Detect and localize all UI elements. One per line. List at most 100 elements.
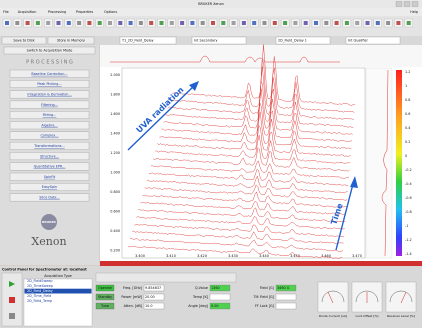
x-tick-label: 3.420 (197, 254, 207, 258)
uva-arrowhead (189, 81, 199, 91)
process-button[interactable] (9, 90, 90, 99)
x-tick-label: 3.440 (259, 254, 269, 258)
process-button[interactable] (9, 141, 90, 150)
max-button[interactable] (403, 1, 411, 7)
colorbar-label: -0.2 (405, 168, 412, 172)
field-box[interactable] (143, 284, 165, 292)
trace (127, 245, 343, 259)
switch-button[interactable] (3, 46, 96, 55)
colorbar-label: 1.2 (405, 70, 410, 74)
tool-glyph (169, 21, 174, 25)
store-button[interactable] (47, 36, 95, 45)
title-bar (0, 0, 422, 8)
process-button[interactable] (9, 193, 90, 202)
acq-list[interactable] (23, 278, 93, 327)
min-button[interactable] (395, 1, 403, 7)
plot-frame (121, 67, 366, 259)
process-label: Structure... (40, 154, 59, 158)
tool-glyph (303, 21, 308, 25)
secondary-select[interactable] (191, 36, 247, 45)
field-box[interactable] (143, 293, 165, 301)
y-tick-label: 1.400 (110, 132, 120, 136)
menu-bar (0, 8, 422, 16)
process-button[interactable] (9, 121, 90, 130)
colorbar (396, 70, 402, 256)
process-button[interactable] (9, 111, 90, 119)
menu-item[interactable]: Processing (48, 10, 66, 14)
time-arrow (335, 179, 355, 251)
process-label: SpinFit (44, 175, 56, 179)
tool-glyph (344, 21, 349, 25)
tool-glyph (66, 21, 71, 25)
trace (144, 184, 348, 201)
field-label: Angle [deg] (188, 304, 208, 308)
field-box[interactable] (209, 293, 231, 301)
stop-button[interactable] (9, 297, 15, 303)
field-box[interactable] (143, 302, 165, 310)
menu-help[interactable]: Help (410, 10, 418, 14)
process-button[interactable] (9, 131, 90, 140)
brand: BRUKER (42, 220, 56, 224)
trace (150, 160, 350, 179)
field-box[interactable] (275, 284, 297, 292)
secondary-label: Int Secondary (194, 39, 218, 43)
state-label: Operate (98, 286, 112, 290)
tool-glyph (396, 21, 401, 25)
menu-item[interactable]: Properties (76, 10, 93, 14)
primary-select[interactable] (119, 36, 177, 45)
state-indicator[interactable] (95, 302, 115, 310)
trace (169, 59, 355, 113)
state-indicator[interactable] (95, 293, 115, 301)
process-label: Integration & Derivation... (27, 93, 71, 97)
acq-type[interactable]: 2D_Time_Field (27, 294, 51, 298)
pause-button[interactable] (9, 313, 15, 319)
menu-item[interactable]: Options (104, 10, 117, 14)
process-button[interactable] (9, 172, 90, 181)
acq-type[interactable]: 2D_Field_Delay (27, 289, 53, 293)
tool-glyph (386, 21, 391, 25)
process-button[interactable] (9, 152, 90, 161)
process-button[interactable] (9, 162, 90, 171)
x-tick-label: 3.470 (352, 254, 362, 258)
menu-item[interactable]: Acquisition (18, 10, 37, 14)
process-button[interactable] (9, 80, 90, 88)
tool-glyph (35, 21, 40, 25)
field-box[interactable] (275, 293, 297, 301)
tool-glyph (241, 21, 246, 25)
process-button[interactable] (9, 69, 90, 78)
close-button[interactable] (411, 1, 419, 7)
field-box[interactable] (209, 284, 231, 292)
field-box[interactable] (275, 302, 297, 310)
qualifier-select[interactable] (345, 36, 401, 45)
process-button[interactable] (9, 100, 90, 109)
x-tick-label: 3.410 (166, 254, 176, 258)
tool-glyph (118, 21, 123, 25)
process-button[interactable] (9, 183, 90, 191)
play-button[interactable] (9, 281, 15, 287)
field-box[interactable] (209, 302, 231, 310)
menu-item[interactable]: File (3, 10, 9, 14)
meter (317, 281, 349, 313)
tool-glyph (25, 21, 30, 25)
acq-type[interactable]: 2D_Field_Temp (27, 299, 52, 303)
colorbar-label: -1.4 (405, 252, 412, 256)
y-tick-label: 0.200 (110, 249, 120, 253)
tool-glyph (375, 21, 380, 25)
y-tick-label: 0.600 (110, 210, 120, 214)
dataset-select[interactable] (275, 36, 331, 45)
right-projection (365, 67, 393, 259)
store-label: Store in Memory (57, 39, 85, 43)
acq-type[interactable]: 2D_TimeSweep (27, 284, 53, 288)
colorbar-label: -0.6 (405, 196, 412, 200)
state-indicator[interactable] (95, 284, 115, 292)
save-button[interactable] (1, 36, 47, 45)
acq-type[interactable]: 2D_FieldSweep (27, 279, 53, 283)
tool-glyph (272, 21, 277, 25)
trace (155, 135, 351, 164)
field-label: Freq. [GHz] (123, 286, 143, 290)
trace (146, 175, 348, 194)
tool-glyph (231, 21, 236, 25)
y-tick-label: 0.400 (110, 229, 120, 233)
colorbar-label: 0.2 (405, 140, 410, 144)
